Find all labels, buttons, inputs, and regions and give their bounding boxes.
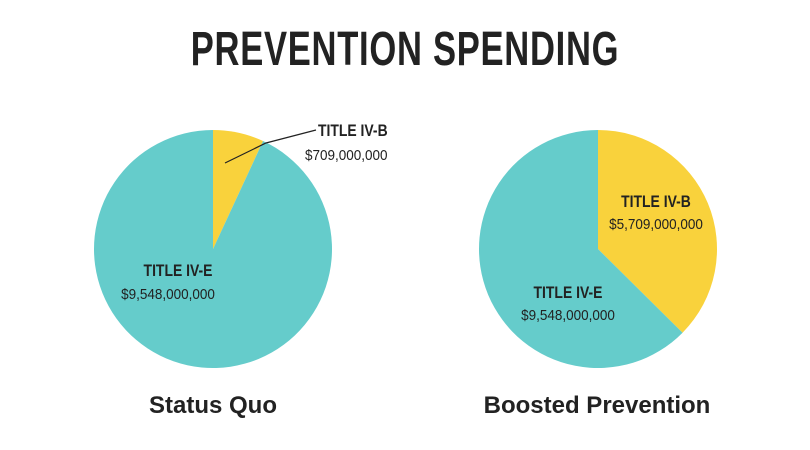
pie-1-slice-title-iv-e	[479, 130, 683, 368]
pie-caption-boosted-prevention: Boosted Prevention	[483, 392, 711, 419]
pie-1-label-title-iv-b: TITLE IV-B	[621, 193, 691, 212]
pie-0-slice-title-iv-b	[213, 130, 264, 249]
pie-0-value-title-iv-b: $709,000,000	[305, 147, 388, 164]
pie-0-label-title-iv-b: TITLE IV-B	[318, 122, 388, 141]
pie-1-value-title-iv-b: $5,709,000,000	[609, 216, 703, 233]
pie-0-label-title-iv-e: TITLE IV-E	[144, 262, 213, 281]
pie-0-leader-line-title-iv-b	[224, 129, 317, 164]
pie-1-value-title-iv-e: $9,548,000,000	[521, 307, 615, 324]
pie-caption-status-quo: Status Quo	[148, 392, 277, 419]
pie-0-value-title-iv-e: $9,548,000,000	[121, 286, 215, 303]
pie-1-slice-title-iv-b	[598, 130, 717, 333]
pie-0-slice-title-iv-e	[94, 130, 332, 368]
pie-1-label-title-iv-e: TITLE IV-E	[534, 284, 603, 303]
chart-title: PREVENTION SPENDING	[190, 23, 620, 76]
